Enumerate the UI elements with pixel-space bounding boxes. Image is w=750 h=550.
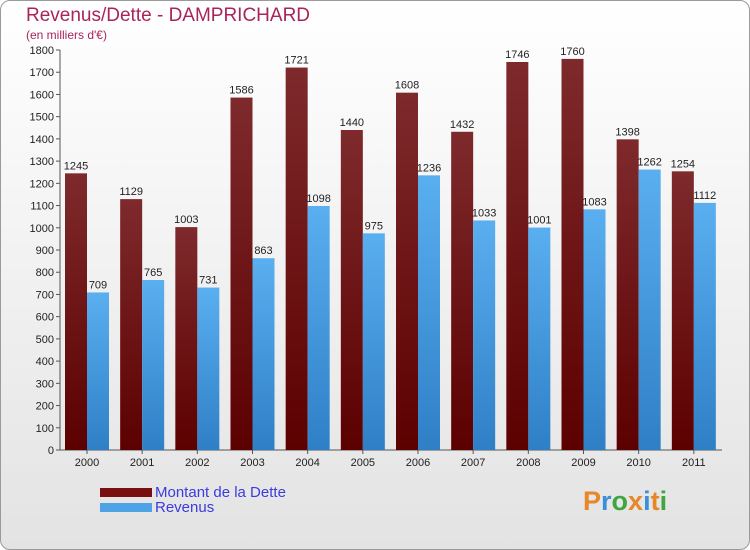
bar-dette [671,171,694,451]
y-tick-label: 1200 [30,178,54,190]
data-label: 1721 [284,55,308,67]
y-tick-label: 900 [36,245,54,257]
bar-revenus [362,233,385,450]
y-tick-label: 800 [36,267,54,279]
bar-dette [285,67,308,451]
data-label: 731 [199,275,217,287]
data-label: 765 [144,267,162,279]
bar-dette [396,92,418,451]
data-label: 1398 [615,126,639,138]
data-label: 1746 [505,49,529,61]
data-label: 1262 [637,157,661,169]
data-label: 1098 [306,193,330,205]
bar-revenus [142,280,165,450]
bar-dette [561,58,584,451]
legend-swatch-revenus [100,503,152,512]
y-tick-label: 1600 [30,89,54,101]
bar-revenus [583,209,606,450]
x-tick-label: 2007 [461,457,485,469]
data-label: 1432 [450,119,474,131]
bar-dette [616,139,639,451]
data-label: 1245 [64,160,88,172]
chart-subtitle: (en milliers d'€) [26,28,107,42]
bar-revenus [307,206,330,450]
bar-dette [451,131,474,450]
data-label: 1129 [119,186,143,198]
data-label: 975 [365,220,383,232]
data-label: 1001 [527,215,551,227]
data-label: 1033 [472,207,496,219]
x-tick-label: 2005 [351,457,375,469]
bar-revenus [638,169,661,451]
y-tick-label: 700 [36,289,54,301]
x-tick-label: 2002 [185,457,209,469]
data-label: 863 [254,245,272,257]
y-tick-label: 1400 [30,134,54,146]
data-label: 1003 [174,214,198,226]
y-tick-label: 600 [36,312,54,324]
legend-label-dette: Montant de la Dette [155,484,286,501]
data-label: 709 [89,279,107,291]
bar-dette [230,97,253,451]
data-label: 1254 [671,158,695,170]
data-label: 1760 [560,46,584,58]
bar-revenus [528,227,551,450]
y-tick-label: 1100 [30,201,54,213]
bar-dette [506,62,529,450]
proxiti-logo: Proxiti [583,486,668,516]
y-tick-label: 1300 [30,156,54,168]
bar-revenus [252,258,275,450]
x-tick-label: 2011 [682,457,706,469]
x-tick-label: 2001 [130,457,154,469]
x-tick-label: 2003 [240,457,264,469]
bar-dette [65,173,87,451]
chart-title: Revenus/Dette - DAMPRICHARD [26,5,311,26]
data-label: 1112 [693,190,716,202]
y-tick-label: 200 [36,401,54,413]
bar-revenus [418,175,440,451]
x-tick-label: 2008 [516,457,540,469]
y-tick-label: 1700 [30,67,54,79]
y-tick-label: 400 [36,356,54,368]
bar-dette [175,227,198,450]
x-tick-label: 2009 [571,457,595,469]
bar-dette [120,199,143,450]
bar-revenus [473,220,496,450]
data-label: 1440 [340,117,364,129]
bar-revenus [87,292,109,450]
legend-swatch-dette [100,488,152,497]
legend-label-revenus: Revenus [155,499,215,516]
y-tick-label: 1000 [30,223,54,235]
data-label: 1083 [582,196,606,208]
data-label: 1236 [417,162,441,174]
bar-dette [340,130,363,450]
y-tick-label: 300 [36,378,54,390]
data-label: 1586 [229,85,253,97]
x-tick-label: 2004 [295,457,319,469]
bar-revenus [693,202,716,450]
y-tick-label: 0 [48,445,54,457]
data-label: 1608 [395,80,419,92]
x-tick-label: 2010 [626,457,650,469]
y-tick-label: 1500 [30,112,54,124]
y-tick-label: 500 [36,334,54,346]
x-tick-label: 2006 [406,457,430,469]
bar-revenus [197,287,220,450]
x-tick-label: 2000 [75,457,99,469]
y-tick-label: 100 [36,423,54,435]
y-tick-label: 1800 [30,45,54,57]
